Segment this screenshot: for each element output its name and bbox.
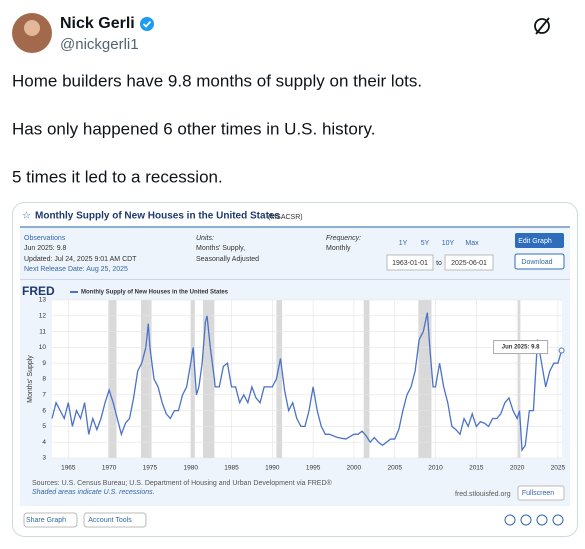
y-tick-label: 12 bbox=[39, 313, 47, 320]
hover-point bbox=[558, 347, 565, 354]
x-tick-label: 1980 bbox=[183, 465, 198, 472]
tooltip-box bbox=[493, 340, 549, 355]
fred-logo: FRED bbox=[22, 284, 55, 298]
x-tick-label: 1990 bbox=[265, 465, 280, 472]
author-handle[interactable]: @nickgerli1 bbox=[60, 36, 139, 53]
fullscreen-label: Fullscreen bbox=[522, 490, 554, 497]
units-label: Units: bbox=[196, 235, 214, 242]
grok-icon[interactable] bbox=[534, 17, 550, 35]
x-tick-label: 2025 bbox=[551, 465, 566, 472]
x-tick-label: 1975 bbox=[143, 465, 158, 472]
range-button[interactable]: 5Y bbox=[421, 240, 430, 247]
x-tick-label: 2015 bbox=[469, 465, 484, 472]
tweet-text: Has only happened 6 other times in U.S. … bbox=[12, 119, 375, 138]
x-tick-label: 1965 bbox=[61, 465, 76, 472]
account-tools-button[interactable] bbox=[83, 512, 147, 528]
fred-title: Monthly Supply of New Houses in the Unit… bbox=[35, 211, 280, 222]
x-tick-label: 2005 bbox=[387, 465, 402, 472]
observation-updated: Updated: Jul 24, 2025 9:01 AM CDT bbox=[24, 256, 137, 263]
fullscreen-button[interactable] bbox=[517, 485, 565, 501]
verified-badge bbox=[140, 17, 154, 31]
divider bbox=[20, 279, 570, 280]
y-tick-label: 5 bbox=[42, 423, 46, 430]
fred-site[interactable]: fred.stlouisfed.org bbox=[455, 491, 511, 498]
x-tick-label: 1985 bbox=[224, 465, 239, 472]
y-tick-label: 4 bbox=[42, 439, 46, 446]
units-line: Months' Supply, bbox=[196, 245, 245, 252]
x-tick-label: 2000 bbox=[347, 465, 362, 472]
tweet-text: 5 times it led to a recession. bbox=[12, 167, 223, 186]
share-graph-label: Share Graph bbox=[26, 517, 66, 524]
star-icon[interactable]: ☆ bbox=[22, 211, 31, 222]
author-name[interactable]: Nick Gerli bbox=[60, 15, 135, 32]
edit-graph-label: Edit Graph bbox=[518, 238, 552, 245]
account-tools-label: Account Tools bbox=[88, 517, 132, 524]
shaded-note: Shaded areas indicate U.S. recessions. bbox=[32, 489, 155, 496]
y-tick-label: 13 bbox=[39, 297, 47, 304]
frequency-label: Frequency: bbox=[326, 235, 361, 242]
x-tick-label: 2010 bbox=[428, 465, 443, 472]
range-button[interactable]: 10Y bbox=[442, 240, 455, 247]
date-sep: to bbox=[436, 260, 442, 267]
date-input[interactable] bbox=[386, 254, 434, 271]
y-tick-label: 10 bbox=[39, 344, 47, 351]
x-tick-label: 1995 bbox=[306, 465, 321, 472]
x-tick-label: 2020 bbox=[510, 465, 525, 472]
observations-label[interactable]: Observations bbox=[24, 235, 66, 242]
sources: Sources: U.S. Census Bureau; U.S. Depart… bbox=[32, 479, 333, 487]
x-tick-label: 1970 bbox=[102, 465, 117, 472]
avatar-face bbox=[24, 20, 40, 36]
share-graph-button[interactable] bbox=[23, 512, 78, 528]
observation-latest: Jun 2025: 9.8 bbox=[24, 245, 67, 252]
y-tick-label: 9 bbox=[42, 360, 46, 367]
next-release: Next Release Date: Aug 25, 2025 bbox=[24, 266, 128, 273]
frequency-value: Monthly bbox=[326, 245, 351, 252]
y-tick-label: 6 bbox=[42, 407, 46, 414]
download-label: Download bbox=[521, 259, 552, 266]
date-input[interactable] bbox=[444, 254, 494, 271]
date-to: 2025-06-01 bbox=[451, 260, 487, 267]
download-button[interactable] bbox=[514, 253, 565, 270]
y-tick-label: 8 bbox=[42, 376, 46, 383]
range-button[interactable]: Max bbox=[465, 240, 479, 247]
social-icons[interactable] bbox=[504, 514, 564, 526]
units-line: Seasonally Adjusted bbox=[196, 256, 259, 263]
range-button[interactable]: 1Y bbox=[399, 240, 408, 247]
legend-label: Monthly Supply of New Houses in the Unit… bbox=[81, 290, 229, 296]
y-tick-label: 3 bbox=[42, 455, 46, 462]
y-axis-label: Months' Supply bbox=[27, 355, 34, 403]
edit-graph-button[interactable] bbox=[515, 233, 564, 248]
series-line bbox=[51, 312, 563, 453]
series-id: (MSACSR) bbox=[268, 214, 303, 221]
y-tick-label: 7 bbox=[42, 392, 46, 399]
tooltip-text: Jun 2025: 9.8 bbox=[502, 345, 540, 351]
y-tick-label: 11 bbox=[39, 328, 46, 335]
date-from: 1963-01-01 bbox=[392, 260, 428, 267]
tweet-text: Home builders have 9.8 months of supply … bbox=[12, 71, 422, 90]
